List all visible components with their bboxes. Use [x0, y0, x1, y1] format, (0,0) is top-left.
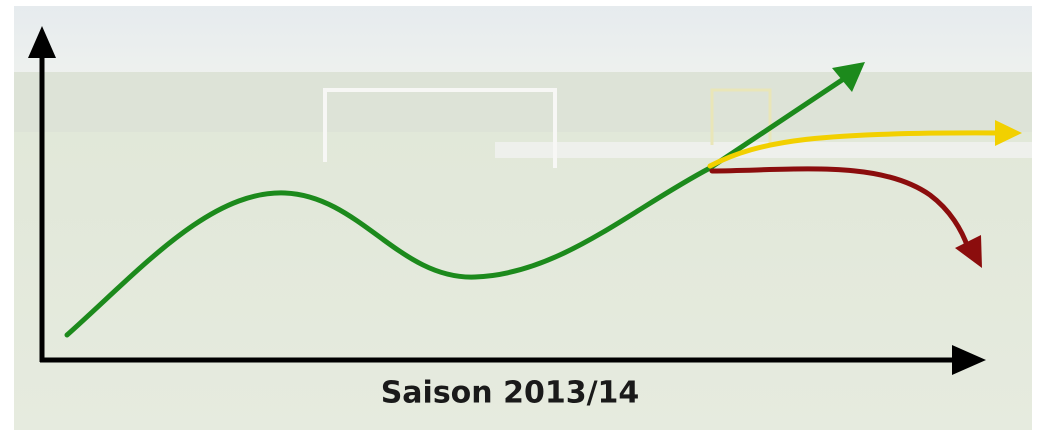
x-axis-label: Saison 2013/14 — [381, 376, 640, 411]
tree-line — [14, 72, 1032, 132]
page: {"x_axis_label": "Saison 2013/14"} Saiso — [0, 0, 1038, 436]
sky — [14, 6, 1032, 76]
diagram: Saison 2013/14 — [0, 0, 1038, 436]
